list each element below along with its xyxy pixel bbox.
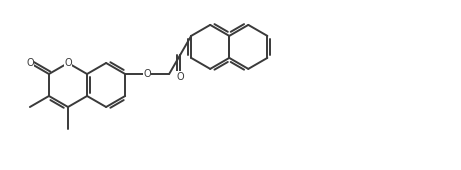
Text: O: O	[26, 58, 34, 68]
Text: O: O	[64, 58, 72, 68]
Text: O: O	[177, 72, 184, 82]
Text: O: O	[143, 69, 151, 79]
